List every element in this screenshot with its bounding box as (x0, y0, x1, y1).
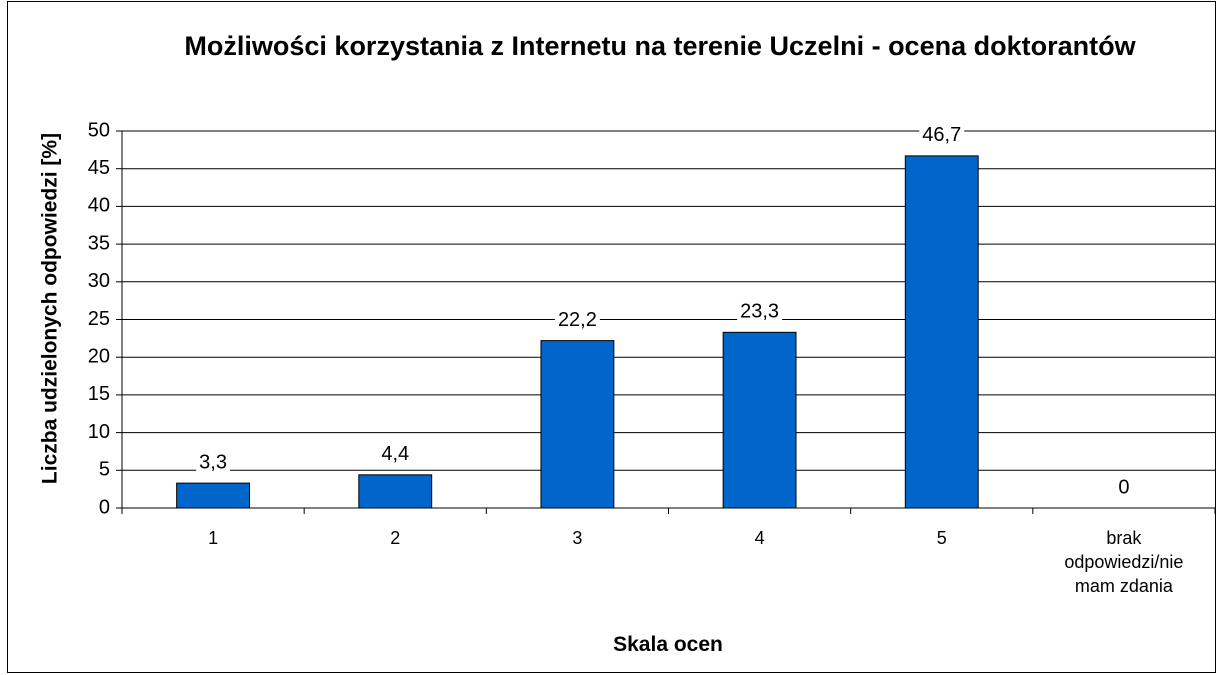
bar (176, 482, 251, 509)
value-label: 46,7 (922, 124, 961, 146)
value-label: 22,2 (558, 309, 597, 331)
y-tick-label: 20 (88, 345, 110, 367)
x-axis-title: Skala ocen (613, 633, 723, 656)
bar (540, 340, 615, 509)
y-tick-label: 5 (99, 459, 110, 481)
bar (358, 474, 433, 509)
x-tick-label: 5 (936, 528, 947, 548)
value-label-bg (919, 123, 965, 148)
y-tick-label: 35 (88, 232, 110, 254)
x-tick-label: 4 (754, 528, 765, 548)
value-label-bg (554, 308, 600, 333)
y-tick-label: 50 (88, 119, 110, 141)
y-tick-label: 40 (88, 195, 110, 217)
value-label: 23,3 (740, 301, 779, 323)
bar (722, 331, 797, 509)
x-tick-label: brak odpowiedzi/nie mam zdania (1064, 528, 1184, 596)
value-label: 3,3 (199, 451, 227, 473)
bar (904, 155, 979, 509)
x-tick-label: 2 (390, 528, 401, 548)
y-tick-label: 25 (88, 308, 110, 330)
value-label-bg (196, 451, 230, 476)
y-tick-label: 45 (88, 157, 110, 179)
chart-title: Możliwości korzystania z Internetu na te… (184, 31, 1136, 61)
y-tick-label: 10 (88, 421, 110, 443)
value-label-bg (1115, 476, 1133, 500)
value-label: 4,4 (381, 443, 409, 465)
x-tick-label: 1 (208, 528, 219, 548)
y-tick-label: 15 (88, 383, 110, 405)
x-tick-label: 3 (572, 528, 583, 548)
value-label: 0 (1118, 476, 1129, 498)
y-tick-label: 30 (88, 270, 110, 292)
y-tick-label: 0 (99, 496, 110, 518)
y-axis-title: Liczba udzielonych odpowiedzi [%] (38, 132, 62, 485)
chart-border (7, 1, 1216, 673)
value-label-bg (737, 300, 783, 325)
value-label-bg (378, 442, 413, 467)
